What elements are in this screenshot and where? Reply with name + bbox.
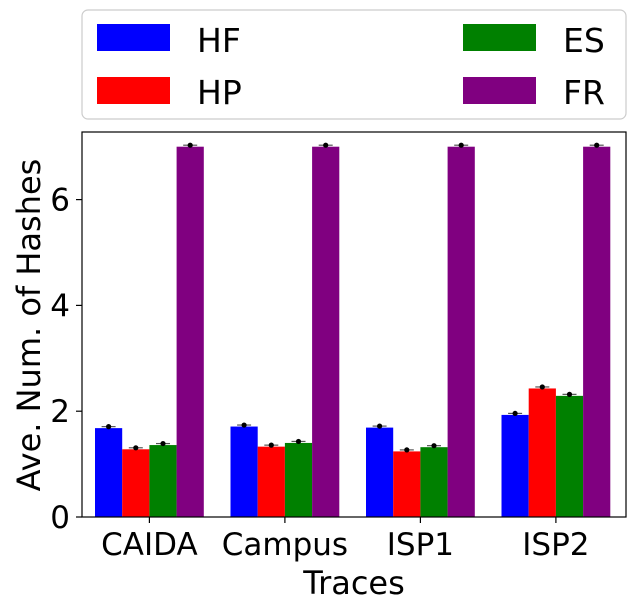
legend-swatch-hf — [97, 24, 170, 51]
bar-hf-isp2 — [501, 414, 529, 517]
x-axis-title: Traces — [302, 564, 405, 602]
bar-fr-caida — [176, 146, 204, 517]
y-tick-label-2: 2 — [50, 394, 70, 430]
y-axis-title: Ave. Num. of Hashes — [10, 159, 48, 492]
y-tick-label-0: 0 — [50, 500, 70, 536]
bar-hp-isp1 — [393, 451, 421, 517]
error-point-fr-campus — [323, 142, 329, 148]
error-point-hp-isp1 — [404, 447, 410, 453]
bar-fr-isp2 — [583, 146, 611, 517]
plot-frame — [81, 131, 627, 518]
x-tick-label-isp2: ISP2 — [522, 527, 589, 563]
error-point-hp-caida — [133, 445, 139, 451]
error-point-hf-caida — [106, 424, 112, 430]
bar-hf-caida — [95, 428, 123, 517]
error-point-es-campus — [295, 438, 302, 445]
error-point-es-isp2 — [566, 391, 573, 397]
bar-hp-campus — [257, 446, 285, 517]
plot-area: 0 2 4 6 CAIDA Campus ISP1 ISP2 — [50, 131, 627, 563]
legend: HF HP ES FR — [81, 9, 627, 120]
y-axis: 0 2 4 6 — [50, 183, 82, 536]
x-axis: CAIDA Campus ISP1 ISP2 — [101, 517, 590, 563]
bar-es-isp1 — [420, 447, 448, 517]
x-tick-label-campus: Campus — [222, 527, 348, 563]
bar-hf-isp1 — [366, 427, 394, 517]
error-point-hp-campus — [268, 442, 274, 448]
legend-swatch-es — [463, 24, 536, 51]
y-tick-label-6: 6 — [50, 183, 70, 219]
bar-es-caida — [149, 445, 177, 517]
error-point-fr-isp1 — [458, 142, 464, 148]
legend-label-es: ES — [563, 21, 605, 60]
error-bars — [101, 142, 604, 453]
legend-label-hf: HF — [197, 21, 241, 60]
y-tick-label-4: 4 — [50, 288, 70, 324]
bar-es-campus — [284, 442, 313, 517]
bar-hp-caida — [122, 449, 150, 517]
x-tick-label-caida: CAIDA — [101, 527, 198, 563]
bar-es-isp2 — [555, 395, 584, 517]
error-point-hf-isp1 — [377, 423, 383, 429]
error-point-es-isp1 — [431, 443, 437, 449]
legend-items: HF HP ES FR — [97, 21, 605, 112]
bar-fr-campus — [312, 146, 340, 517]
error-point-hf-isp2 — [512, 410, 518, 417]
bar-hp-isp2 — [528, 388, 556, 517]
bars — [95, 146, 611, 517]
x-tick-label-isp1: ISP1 — [387, 527, 454, 563]
bar-hf-campus — [230, 426, 258, 517]
error-point-fr-caida — [187, 142, 193, 148]
legend-label-hp: HP — [197, 73, 242, 112]
legend-label-fr: FR — [563, 73, 605, 112]
bar-fr-isp1 — [447, 146, 475, 517]
legend-swatch-hp — [97, 77, 170, 104]
error-point-es-caida — [160, 440, 166, 447]
legend-swatch-fr — [463, 77, 536, 104]
error-point-fr-isp2 — [594, 142, 600, 148]
error-point-hf-campus — [241, 422, 247, 428]
error-point-hp-isp2 — [539, 384, 545, 390]
